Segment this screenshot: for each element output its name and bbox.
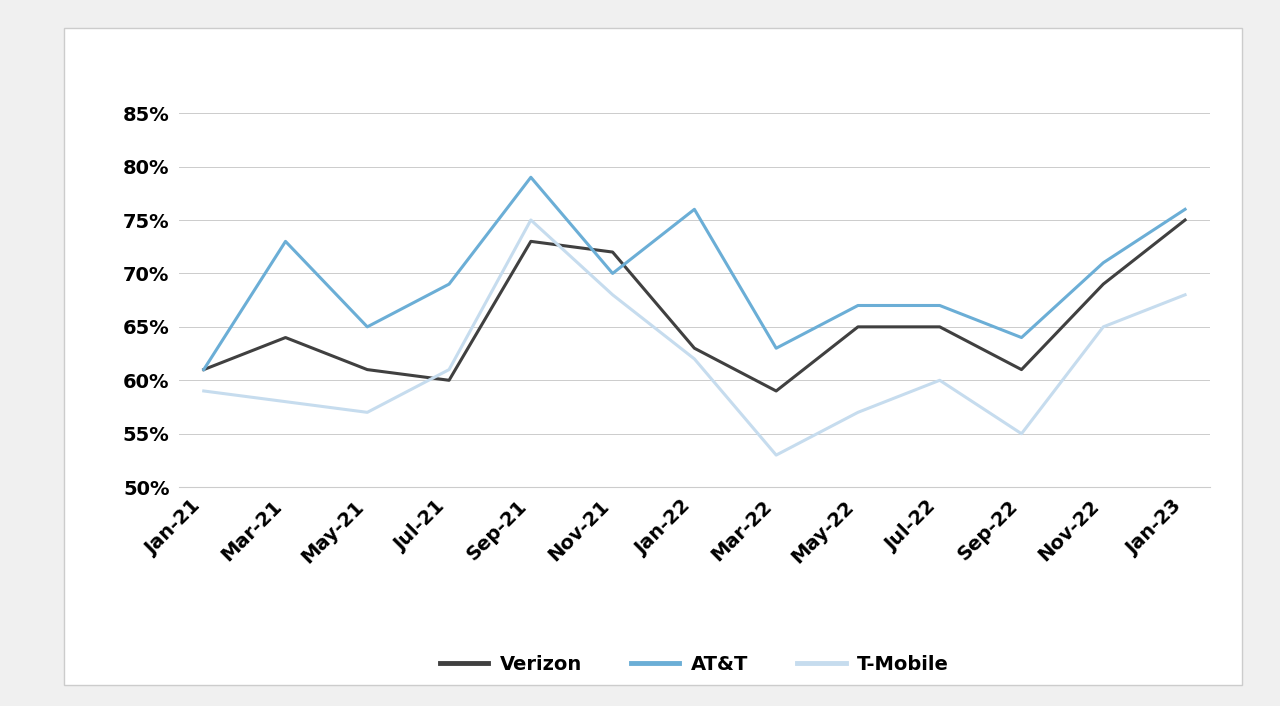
AT&T [768,344,783,352]
T-Mobile [687,354,703,363]
AT&T [360,323,375,331]
Verizon [1096,280,1111,288]
AT&T [1178,205,1193,213]
Legend: Verizon, AT&T, T-Mobile: Verizon, AT&T, T-Mobile [431,647,957,682]
Verizon [360,366,375,374]
T-Mobile [196,387,211,395]
T-Mobile [442,366,457,374]
T-Mobile [1096,323,1111,331]
AT&T [687,205,703,213]
Verizon [1014,366,1029,374]
Verizon [278,333,293,342]
Verizon [524,237,539,246]
Verizon [932,323,947,331]
T-Mobile [605,291,621,299]
Verizon [1178,216,1193,225]
T-Mobile [850,408,865,417]
Verizon [605,248,621,256]
T-Mobile [524,216,539,225]
T-Mobile [768,451,783,460]
AT&T [278,237,293,246]
AT&T [524,173,539,181]
AT&T [1096,258,1111,267]
AT&T [1014,333,1029,342]
Verizon [850,323,865,331]
Line: Verizon: Verizon [204,220,1185,391]
T-Mobile [1178,291,1193,299]
Line: T-Mobile: T-Mobile [204,220,1185,455]
T-Mobile [278,397,293,406]
Line: AT&T: AT&T [204,177,1185,370]
T-Mobile [360,408,375,417]
Verizon [442,376,457,385]
T-Mobile [932,376,947,385]
T-Mobile [1014,429,1029,438]
AT&T [605,269,621,277]
Verizon [768,387,783,395]
AT&T [196,366,211,374]
Verizon [196,366,211,374]
Verizon [687,344,703,352]
AT&T [442,280,457,288]
AT&T [850,301,865,310]
AT&T [932,301,947,310]
